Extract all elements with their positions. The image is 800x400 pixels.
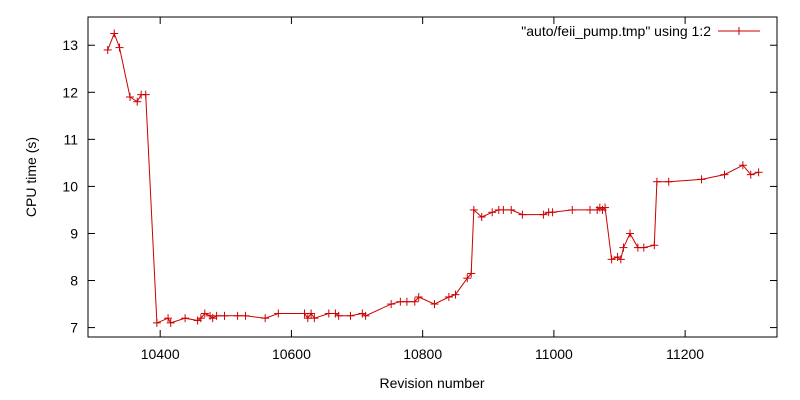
data-point [220,311,229,320]
legend: "auto/feii_pump.tmp" using 1:2 [521,23,760,39]
data-point [310,314,319,323]
y-tick-label: 8 [70,273,78,289]
data-point [601,203,610,212]
data-point [507,205,516,214]
data-point [307,309,316,318]
data-point [402,297,411,306]
x-tick-label: 11000 [535,346,573,362]
data-point [334,311,343,320]
data-point [616,255,625,264]
data-point [241,311,250,320]
x-tick-label: 10400 [141,346,180,362]
plot-frame [87,16,778,338]
data-point [361,311,370,320]
data-point [430,300,439,309]
data-point [200,309,209,318]
data-point [152,318,161,327]
x-tick-label: 10600 [272,346,311,362]
data-point [738,161,747,170]
legend-label: "auto/feii_pump.tmp" using 1:2 [521,23,711,39]
data-point [477,213,486,221]
y-tick-label: 13 [62,37,78,53]
data-point [451,290,460,299]
data-point [639,243,648,252]
data-point [539,210,548,219]
data-point [626,229,635,238]
data-point [697,175,706,184]
data-point [746,170,755,179]
series-line [107,32,759,324]
data-point [387,300,396,309]
data-point [650,241,659,250]
data-point [346,311,355,320]
x-axis-label: Revision number [379,375,484,391]
data-point [233,311,242,320]
data-point [141,90,150,99]
data-point [164,314,173,323]
data-point [125,93,134,101]
data-point [115,43,124,52]
data-point [754,168,763,177]
x-tick-label: 11200 [666,346,704,362]
data-point [133,97,142,106]
data-point [414,293,423,301]
y-axis: 7 8 9 10 11 12 13 [62,37,777,336]
data-point [607,255,616,264]
data-point [664,177,673,186]
data-point [619,243,628,252]
data-point [110,29,119,38]
y-tick-label: 12 [62,84,78,100]
data-point [518,210,527,219]
y-axis-label: CPU time (s) [23,137,39,217]
data-point [103,45,112,54]
x-tick-label: 10800 [403,346,442,362]
data-point [499,205,508,214]
y-tick-label: 9 [70,225,78,241]
x-axis: 10400 10600 10800 11000 11200 [141,17,704,362]
legend-line-sample [718,27,760,35]
data-point [166,318,175,327]
data-point [720,170,729,179]
data-point [410,297,419,306]
y-tick-label: 10 [62,178,78,194]
data-point [467,269,476,278]
data-point [469,205,478,214]
y-tick-label: 7 [70,320,78,336]
data-point [652,177,661,186]
y-tick-label: 11 [63,131,78,147]
data-point [196,314,205,323]
data-point [548,208,557,217]
data-point [181,314,190,323]
data-point [444,293,453,301]
data-point [568,205,577,214]
data-point [488,208,497,217]
data-point [212,311,221,320]
data-point [585,205,594,214]
data-point [261,314,270,323]
series-layer [103,29,763,327]
data-point [274,309,283,318]
data-point [463,274,472,283]
